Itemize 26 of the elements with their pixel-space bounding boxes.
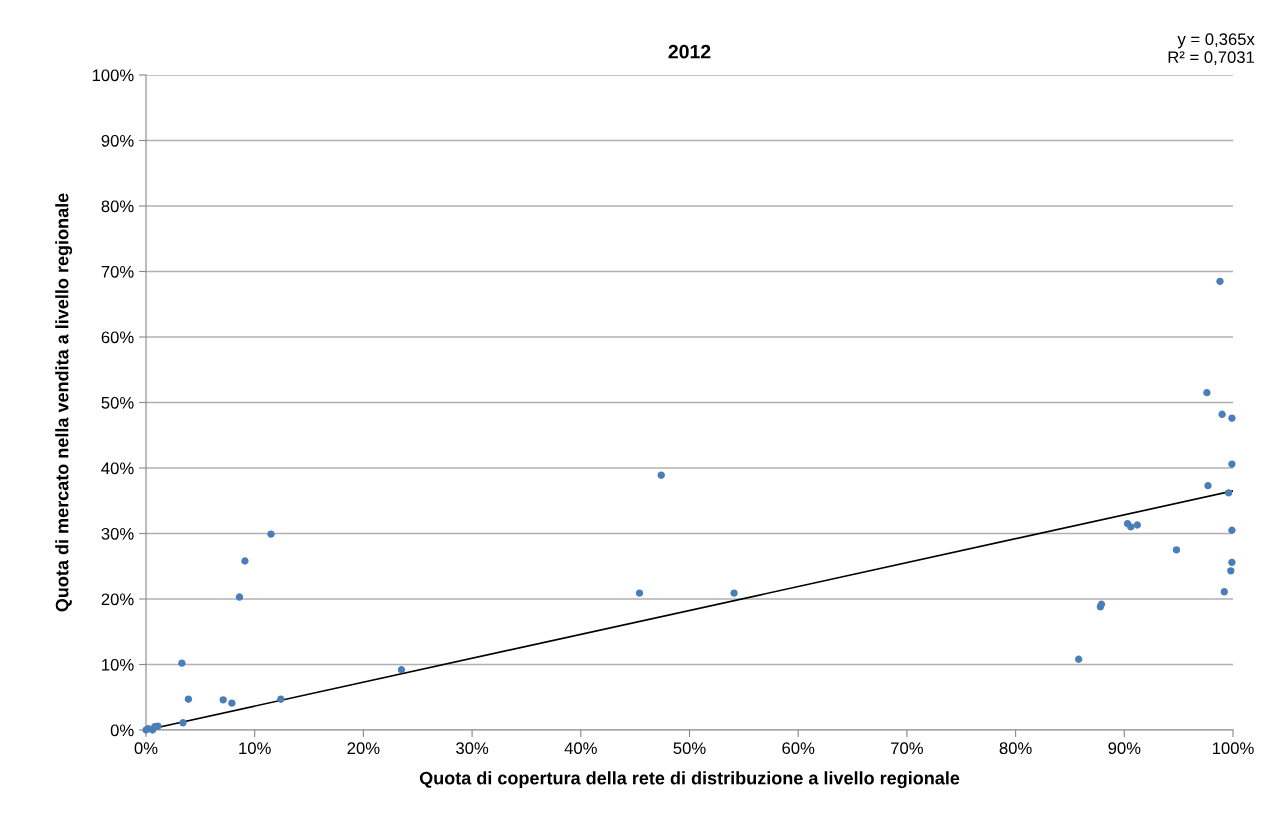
x-tick-label: 50% — [673, 742, 706, 755]
chart-title: 2012 — [668, 44, 711, 59]
x-tick-label: 60% — [782, 742, 815, 755]
x-tick-label: 20% — [347, 742, 380, 755]
y-tick-label: 20% — [101, 593, 134, 606]
x-tick-label: 100% — [1212, 742, 1254, 755]
y-tick-label: 80% — [101, 200, 134, 213]
x-tick-label: 70% — [891, 742, 923, 755]
x-tick-label: 90% — [1108, 742, 1141, 755]
x-axis-title: Quota di copertura della rete di distribuzione a livello regionale — [419, 771, 960, 789]
x-tick-label: 80% — [999, 742, 1032, 755]
y-tick-label: 10% — [102, 658, 134, 671]
y-tick-label: 40% — [101, 462, 134, 475]
y-tick-label: 70% — [101, 265, 134, 278]
y-tick-label: 30% — [101, 527, 134, 540]
x-tick-label: 10% — [239, 742, 271, 755]
y-tick-label: 50% — [101, 396, 134, 409]
y-tick-label: 90% — [101, 134, 134, 147]
y-tick-label: 60% — [101, 331, 134, 344]
y-tick-label: 100% — [92, 69, 134, 82]
x-tick-label: 40% — [564, 742, 597, 755]
y-tick-label: 0% — [110, 724, 134, 737]
y-axis-title: Quota di mercato nella vendita a livello regionale — [55, 193, 73, 612]
text: y = 0,365x R² = 0,7031 — [1168, 33, 1255, 65]
x-tick-label: 30% — [456, 742, 489, 755]
x-tick-label: 0% — [134, 742, 158, 755]
